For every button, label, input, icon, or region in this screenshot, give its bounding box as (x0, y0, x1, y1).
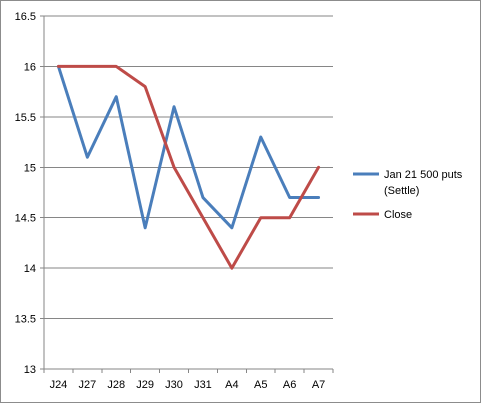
x-tick-label: J30 (165, 379, 183, 391)
x-tick-labels: J24 J27 J28 J29 J30 J31 A4 A5 A6 A7 (50, 379, 326, 391)
series-lines (56, 64, 321, 270)
gridlines (44, 15, 333, 320)
series-line-1 (56, 64, 321, 270)
y-tick-label: 14 (24, 263, 36, 275)
y-tick-label: 15.5 (15, 112, 36, 124)
y-tick-label: 15 (24, 162, 36, 174)
y-tick-label: 16.5 (15, 11, 36, 23)
legend: Jan 21 500 puts (Settle) Close (353, 169, 463, 221)
y-tick-label: 14.5 (15, 213, 36, 225)
axes (40, 15, 334, 373)
x-tick-label: A6 (283, 379, 296, 391)
y-tick-labels: 13 13.5 14 14.5 15 15.5 16 16.5 (15, 11, 36, 376)
series-line-0 (56, 64, 321, 230)
y-tick-label: 13.5 (15, 314, 36, 326)
x-tick-label: J27 (78, 379, 96, 391)
x-tick-label: A5 (254, 379, 267, 391)
x-tick-label: J29 (136, 379, 154, 391)
y-tick-label: 16 (24, 61, 36, 73)
legend-label: Close (384, 209, 412, 221)
x-tick-label: J24 (50, 379, 68, 391)
legend-label: Jan 21 500 puts (384, 169, 463, 181)
x-tick-label: J31 (194, 379, 212, 391)
x-tick-label: A7 (312, 379, 325, 391)
x-tick-label: A4 (225, 379, 238, 391)
y-tick-label: 13 (24, 364, 36, 376)
x-tick-label: J28 (107, 379, 125, 391)
legend-label: (Settle) (384, 185, 419, 197)
